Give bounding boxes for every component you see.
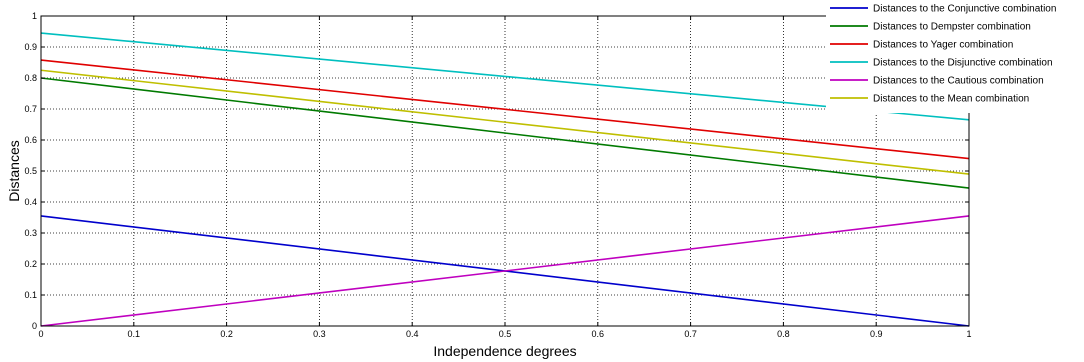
- x-tick-label: 0: [38, 329, 43, 339]
- legend-label: Distances to Dempster combination: [873, 22, 1031, 33]
- series-line-1: [40, 77, 970, 189]
- series-lines: [40, 32, 970, 327]
- series-line-4: [40, 215, 970, 327]
- y-tick-label: 0.3: [24, 228, 37, 238]
- legend-label: Distances to the Conjunctive combination: [873, 4, 1056, 15]
- series-line-2: [40, 59, 970, 160]
- series-line-3: [40, 32, 970, 121]
- legend-label: Distances to the Disjunctive combination: [873, 58, 1053, 69]
- x-tick-label: 0.6: [592, 329, 605, 339]
- x-tick-label: 0.1: [128, 329, 141, 339]
- y-tick-label: 0.7: [24, 104, 37, 114]
- x-tick-label: 0.7: [684, 329, 697, 339]
- y-tick-label: 0.6: [24, 135, 37, 145]
- y-tick-label: 0.4: [24, 197, 37, 207]
- y-axis-label: Distances: [6, 140, 22, 201]
- legend-box: [826, 0, 1082, 113]
- y-tick-label: 0.1: [24, 290, 37, 300]
- y-tick-label: 0.5: [24, 166, 37, 176]
- x-axis-label: Independence degrees: [433, 343, 576, 359]
- x-tick-label: 0.8: [777, 329, 790, 339]
- axis-ticks: 0 0.1 0.2 0.3 0.4 0.5 0.6 0.7 0.8 0.9 1 0 0.1 0.2 0.3 0…: [24, 11, 971, 339]
- x-tick-label: 0.5: [499, 329, 512, 339]
- y-tick-label: 0.2: [24, 259, 37, 269]
- x-tick-label: 0.3: [313, 329, 326, 339]
- x-tick-label: 0.4: [406, 329, 419, 339]
- legend-label: Distances to Yager combination: [873, 40, 1013, 51]
- x-tick-label: 0.9: [870, 329, 883, 339]
- y-tick-label: 0.8: [24, 73, 37, 83]
- y-tick-label: 1: [32, 11, 37, 21]
- legend: Distances to the Conjunctive combination…: [826, 0, 1082, 113]
- series-line-5: [40, 69, 970, 175]
- x-tick-label: 1: [966, 329, 971, 339]
- legend-label: Distances to the Cautious combination: [873, 76, 1044, 87]
- y-tick-label: 0: [32, 321, 37, 331]
- y-tick-label: 0.9: [24, 42, 37, 52]
- legend-label: Distances to the Mean combination: [873, 94, 1029, 105]
- x-tick-label: 0.2: [220, 329, 233, 339]
